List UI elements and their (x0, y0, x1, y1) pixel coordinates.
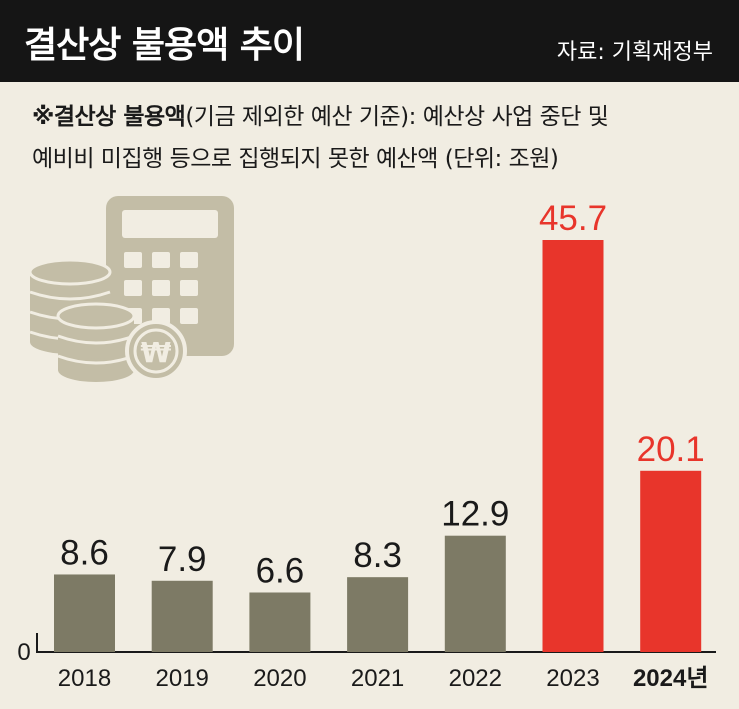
value-label-2021: 8.3 (353, 536, 402, 575)
value-label-2020: 6.6 (256, 551, 305, 590)
note-term: ※결산상 불용액 (32, 104, 186, 130)
bar-2022 (444, 535, 506, 652)
note-line-1: ※결산상 불용액(기금 제외한 예산 기준): 예산상 사업 중단 및 (32, 96, 722, 138)
value-label-2022: 12.9 (441, 495, 509, 534)
bar-2024년 (640, 470, 702, 652)
value-label-2019: 7.9 (158, 540, 207, 579)
bar-2019 (151, 580, 213, 652)
x-tick-2018: 2018 (58, 665, 111, 692)
chart-title: 결산상 불용액 추이 (24, 25, 305, 66)
value-label-2024년: 20.1 (637, 430, 705, 469)
bar-2018 (54, 574, 115, 652)
x-tick-2019: 2019 (156, 665, 209, 692)
y-zero-label: 0 (17, 639, 30, 666)
note-line-1-text: (기금 제외한 예산 기준): 예산상 사업 중단 및 (185, 104, 609, 130)
note-line-2: 예비비 미집행 등으로 집행되지 못한 예산액 (단위: 조원) (32, 146, 559, 172)
bar-2020 (249, 592, 311, 652)
coin-stack-icon (28, 258, 136, 382)
bar-2023 (542, 240, 604, 652)
x-tick-2022: 2022 (449, 665, 502, 692)
header-bar: 결산상 불용액 추이 자료: 기획재정부 (0, 0, 739, 82)
x-tick-2020: 2020 (253, 665, 306, 692)
x-tick-2024년: 2024년 (633, 665, 708, 692)
value-label-2018: 8.6 (60, 533, 109, 572)
chart-note: ※결산상 불용액(기금 제외한 예산 기준): 예산상 사업 중단 및 예비비 … (32, 96, 722, 180)
bar-2021 (347, 577, 409, 652)
calculator-coins-icon: ₩ (28, 196, 234, 382)
source-label: 자료: 기획재정부 (556, 40, 713, 65)
value-label-2023: 45.7 (539, 199, 607, 238)
won-coin-icon: ₩ (125, 320, 187, 382)
svg-text:₩: ₩ (141, 336, 172, 369)
x-tick-2023: 2023 (546, 665, 599, 692)
x-tick-2021: 2021 (351, 665, 404, 692)
